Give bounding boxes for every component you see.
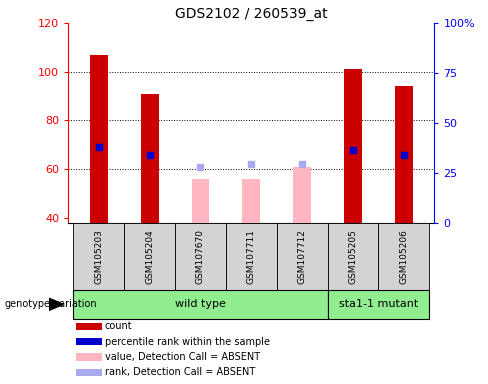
Text: GSM107711: GSM107711: [247, 229, 256, 284]
Text: GSM105205: GSM105205: [348, 229, 358, 284]
Title: GDS2102 / 260539_at: GDS2102 / 260539_at: [175, 7, 327, 21]
Bar: [192, 179, 209, 223]
Bar: [124, 223, 175, 290]
Bar: [243, 179, 260, 223]
Bar: [395, 86, 413, 223]
Text: GSM107670: GSM107670: [196, 229, 205, 284]
Bar: [76, 353, 102, 361]
Text: rank, Detection Call = ABSENT: rank, Detection Call = ABSENT: [105, 367, 255, 377]
Bar: [327, 290, 429, 319]
Text: sta1-1 mutant: sta1-1 mutant: [339, 299, 418, 310]
Bar: [378, 223, 429, 290]
Polygon shape: [49, 298, 63, 310]
Bar: [76, 323, 102, 330]
Bar: [277, 223, 327, 290]
Bar: [73, 223, 124, 290]
Bar: [344, 69, 362, 223]
Text: count: count: [105, 321, 133, 331]
Bar: [293, 167, 311, 223]
Text: genotype/variation: genotype/variation: [5, 299, 98, 310]
Bar: [73, 290, 327, 319]
Text: wild type: wild type: [175, 299, 226, 310]
Text: GSM105204: GSM105204: [145, 229, 154, 284]
Text: GSM105206: GSM105206: [399, 229, 408, 284]
Text: GSM105203: GSM105203: [94, 229, 103, 284]
Bar: [175, 223, 226, 290]
Bar: [76, 369, 102, 376]
Bar: [226, 223, 277, 290]
Bar: [76, 338, 102, 346]
Bar: [327, 223, 378, 290]
Text: value, Detection Call = ABSENT: value, Detection Call = ABSENT: [105, 352, 260, 362]
Bar: [90, 55, 108, 223]
Text: GSM107712: GSM107712: [298, 229, 306, 284]
Bar: [141, 94, 159, 223]
Text: percentile rank within the sample: percentile rank within the sample: [105, 337, 270, 347]
